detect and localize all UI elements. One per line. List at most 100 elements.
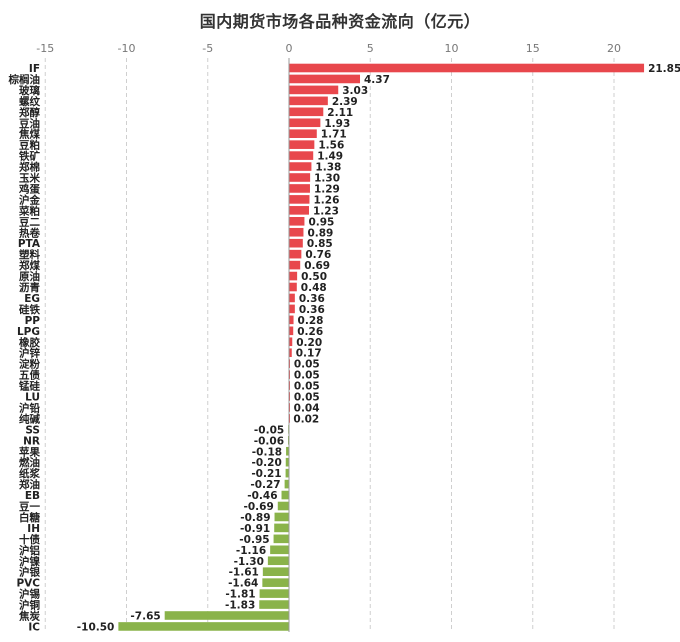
category-label: 沪锡 [19,588,40,601]
value-label: -1.81 [225,589,255,601]
bar [289,238,303,248]
category-label: 五债 [19,369,40,382]
category-label: LU [25,392,40,404]
category-label: PVC [16,578,40,590]
value-label: 2.39 [332,96,358,108]
value-label: 0.76 [305,249,331,261]
bar [289,271,298,281]
x-tick-label: 5 [367,42,374,55]
value-label: -0.89 [240,512,270,524]
value-label: 0.95 [308,216,334,228]
bar [281,490,289,500]
chart-title: 国内期货市场各品种资金流向（亿元） [199,12,481,31]
value-label: -10.50 [77,621,115,633]
bar [289,118,321,128]
category-label: 十债 [19,533,40,546]
category-label: 热卷 [19,226,40,239]
category-label: 棕榈油 [8,73,41,86]
category-label: 郑醇 [19,106,40,119]
value-label: 0.17 [296,348,322,360]
category-label: 焦煤 [18,128,40,141]
bar [289,184,310,193]
bar [277,501,289,511]
bar [289,249,302,259]
category-label: EG [24,293,40,305]
category-label: 原油 [19,270,40,283]
value-label: -0.91 [240,523,270,535]
bar [289,107,324,117]
value-label: 1.26 [313,194,339,206]
category-label: 豆一 [19,501,40,513]
bar [289,217,305,226]
category-label: PP [25,315,41,327]
value-label: -0.69 [244,501,274,513]
value-label: 1.49 [317,151,343,163]
bar [285,457,289,467]
category-label: 鸡蛋 [18,182,40,195]
value-label: -0.20 [251,457,281,469]
value-label: 0.28 [298,315,324,327]
bar [259,600,289,609]
x-tick-label: -5 [202,42,213,55]
category-label: 沪铅 [19,401,40,414]
category-label: 郑煤 [19,259,40,272]
category-label: 沪铝 [19,544,40,557]
bar [289,348,292,357]
bar [289,96,328,106]
bar [267,556,289,566]
value-label: -1.83 [225,600,255,612]
category-label: 白糖 [19,511,40,524]
value-label: 0.36 [299,304,325,316]
category-label: IF [29,63,40,75]
bar [118,622,289,631]
bar [274,512,289,522]
value-label: 0.85 [307,238,333,250]
value-label: -1.16 [236,545,266,557]
value-label: -0.05 [254,424,284,436]
bar [289,260,301,270]
bar [289,337,293,347]
value-label: 1.71 [321,129,347,141]
category-label: 焦炭 [18,610,40,623]
value-label: 1.29 [314,183,340,195]
category-label: 沪铜 [19,599,40,612]
category-label: 玉米 [19,172,40,185]
bar [270,545,289,555]
x-tick-label: 20 [607,42,621,55]
category-label: 橡胶 [19,336,40,349]
value-label: 0.69 [304,260,330,272]
value-label: 0.02 [293,413,319,425]
category-label: IC [28,621,40,633]
value-label: 3.03 [342,85,368,97]
category-label: 沪金 [19,193,40,206]
category-label: LPG [17,326,40,338]
value-label: -0.06 [254,435,284,447]
bar [285,468,289,478]
bar [289,173,311,182]
bar [289,85,339,95]
bar [289,162,312,171]
category-label: NR [23,435,40,447]
value-label: 0.05 [294,381,320,393]
x-tick-label: -15 [36,42,54,55]
category-label: 塑料 [19,248,40,261]
bar [289,151,314,160]
value-label: 1.23 [313,205,339,217]
value-label: 1.93 [324,118,350,130]
value-label: 0.04 [294,402,320,414]
category-label: IH [27,523,40,535]
category-label: EB [25,490,40,502]
category-label: 苹果 [19,445,40,458]
value-label: 1.30 [314,173,340,185]
value-label: -0.46 [247,490,277,502]
category-label: 豆二 [19,216,40,228]
bar [289,227,304,237]
value-label: 0.05 [294,370,320,382]
value-label: 4.37 [364,74,390,86]
category-label: 豆油 [19,117,40,130]
value-label: 0.89 [307,227,333,239]
x-tick-label: 0 [286,42,293,55]
value-label: -1.30 [234,556,264,568]
